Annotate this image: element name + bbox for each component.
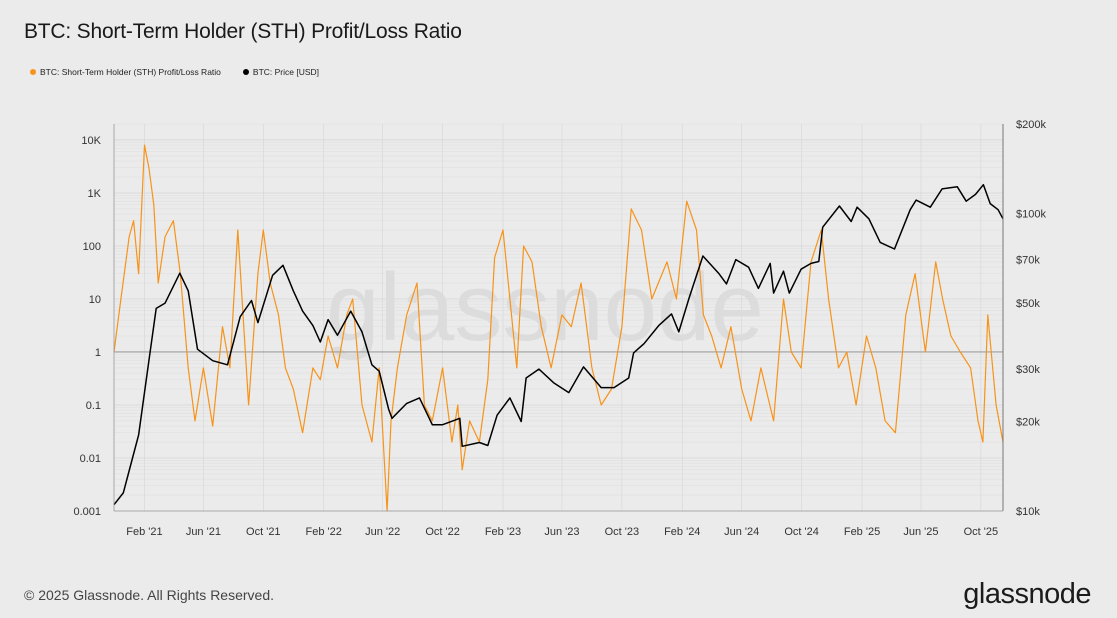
legend-item-ratio[interactable]: BTC: Short-Term Holder (STH) Profit/Loss…: [30, 67, 221, 77]
y-right-tick-label: $50k: [1016, 298, 1040, 310]
y-right-tick-label: $10k: [1016, 506, 1040, 518]
chart-grid: [114, 123, 1003, 512]
chart-tick-labels: 0.001 0.01 0.1 1 10 100 1K 10K $10k $20k $30k $50k $…: [73, 119, 1046, 538]
x-tick-label: Oct '21: [246, 526, 281, 538]
series-line-price: [113, 183, 1004, 506]
y-left-tick-label: 1: [95, 347, 101, 359]
chart-axes: [113, 124, 1004, 512]
y-right-tick-label: $30k: [1016, 364, 1040, 376]
y-left-tick-label: 0.1: [86, 400, 101, 412]
x-tick-label: Feb '24: [664, 526, 700, 538]
x-tick-label: Jun '21: [186, 526, 221, 538]
y-left-tick-label: 1K: [88, 188, 102, 200]
y-left-tick-label: 0.001: [73, 506, 101, 518]
x-tick-label: Jun '25: [903, 526, 938, 538]
legend-item-price[interactable]: BTC: Price [USD]: [242, 67, 320, 77]
x-tick-label: Jun '23: [544, 526, 579, 538]
y-left-tick-label: 10: [89, 294, 101, 306]
x-tick-label: Oct '25: [964, 526, 999, 538]
chart-legend: BTC: Short-Term Holder (STH) Profit/Loss…: [30, 67, 319, 77]
x-tick-label: Oct '22: [425, 526, 460, 538]
y-left-tick-label: 0.01: [80, 453, 101, 465]
x-tick-label: Feb '21: [126, 526, 162, 538]
legend-swatch-ratio: [30, 69, 36, 75]
y-left-tick-label: 100: [83, 241, 101, 253]
x-tick-label: Feb '25: [844, 526, 880, 538]
x-tick-label: Feb '22: [306, 526, 342, 538]
y-right-tick-label: $100k: [1016, 209, 1046, 221]
y-right-tick-label: $70k: [1016, 255, 1040, 267]
y-right-tick-label: $20k: [1016, 416, 1040, 428]
glassnode-logo[interactable]: glassnode: [963, 578, 1091, 610]
y-right-tick-label: $200k: [1016, 119, 1046, 131]
legend-label-ratio: BTC: Short-Term Holder (STH) Profit/Loss…: [40, 67, 221, 77]
x-tick-label: Jun '24: [724, 526, 759, 538]
legend-swatch-price: [242, 69, 249, 75]
series-line-ratio: [113, 144, 1004, 512]
legend-label-price: BTC: Price [USD]: [252, 67, 320, 77]
y-left-tick-label: 10K: [81, 135, 101, 147]
page-title: BTC: Short-Term Holder (STH) Profit/Loss…: [24, 20, 462, 43]
copyright-text: © 2025 Glassnode. All Rights Reserved.: [24, 587, 275, 603]
x-tick-label: Jun '22: [365, 526, 400, 538]
x-tick-label: Oct '23: [605, 526, 640, 538]
x-tick-label: Oct '24: [784, 526, 819, 538]
x-tick-label: Feb '23: [485, 526, 521, 538]
